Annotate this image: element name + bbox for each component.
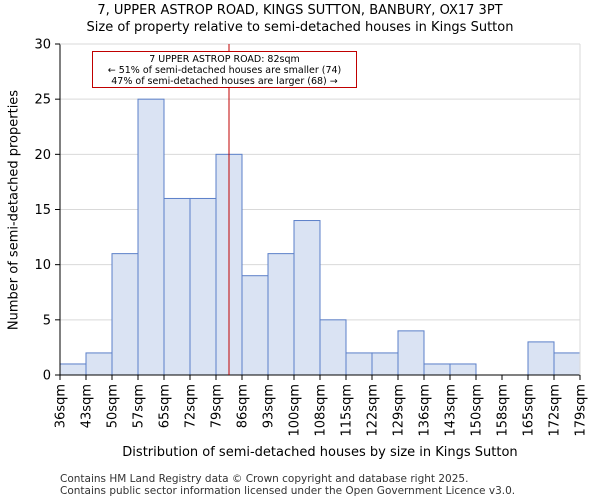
x-axis-label: Distribution of semi-detached houses by … [122, 445, 518, 460]
x-tick-label: 143sqm [444, 384, 459, 437]
histogram-bar [293, 220, 321, 376]
y-tick-label: 10 [34, 258, 51, 273]
x-tick-label: 57sqm [132, 384, 147, 428]
histogram-bar [553, 352, 581, 376]
x-tick-label: 36sqm [54, 384, 69, 428]
histogram-bar [189, 197, 217, 376]
x-tick-label: 115sqm [340, 384, 355, 437]
annotation-line-2: ← 51% of semi-detached houses are smalle… [107, 65, 342, 76]
x-tick-label: 122sqm [366, 384, 381, 437]
x-tick-label: 43sqm [80, 384, 95, 428]
y-tick-label: 5 [43, 313, 51, 328]
chart-subtitle: Size of property relative to semi-detach… [86, 20, 514, 35]
histogram-bar [111, 253, 139, 376]
footer-line-1: Contains HM Land Registry data © Crown c… [60, 473, 469, 485]
x-tick-label: 93sqm [262, 384, 277, 428]
y-tick-label: 20 [34, 148, 51, 163]
x-tick-label: 129sqm [392, 384, 407, 437]
x-tick-label: 136sqm [418, 384, 433, 437]
x-tick-label: 179sqm [574, 384, 589, 437]
x-tick-label: 100sqm [288, 384, 303, 437]
y-tick-label: 0 [43, 369, 51, 384]
histogram-bar [449, 363, 477, 376]
histogram-bar [397, 330, 425, 376]
annotation-line-3: 47% of semi-detached houses are larger (… [111, 76, 338, 87]
histogram-bar [137, 98, 165, 376]
histogram-bar [371, 352, 399, 376]
chart-title: 7, UPPER ASTROP ROAD, KINGS SUTTON, BANB… [97, 3, 503, 18]
y-tick-label: 15 [34, 203, 51, 218]
x-tick-label: 158sqm [496, 384, 511, 437]
histogram-bar [163, 197, 191, 376]
y-axis-label: Number of semi-detached properties [6, 89, 22, 331]
histogram-bar [241, 275, 269, 376]
x-tick-label: 108sqm [314, 384, 329, 437]
property-annotation-box: 7 UPPER ASTROP ROAD: 82sqm ← 51% of semi… [92, 51, 357, 88]
footer-line-2: Contains public sector information licen… [60, 485, 516, 497]
x-tick-label: 72sqm [184, 384, 199, 428]
x-tick-label: 79sqm [210, 384, 225, 428]
histogram-bar [59, 363, 87, 376]
x-tick-label: 65sqm [158, 384, 173, 428]
y-tick-label: 30 [34, 38, 51, 53]
x-tick-label: 172sqm [548, 384, 563, 437]
histogram-bar [423, 363, 451, 376]
x-tick-label: 165sqm [522, 384, 537, 437]
x-tick-label: 150sqm [470, 384, 485, 437]
x-tick-label: 86sqm [236, 384, 251, 428]
annotation-line-1: 7 UPPER ASTROP ROAD: 82sqm [149, 54, 300, 65]
histogram-bar [527, 341, 555, 376]
histogram-bar [85, 352, 113, 376]
y-tick-label: 25 [34, 93, 51, 108]
histogram-bar [267, 253, 295, 376]
x-tick-label: 50sqm [106, 384, 121, 428]
histogram-bar [345, 352, 373, 376]
histogram-bar [319, 319, 347, 376]
